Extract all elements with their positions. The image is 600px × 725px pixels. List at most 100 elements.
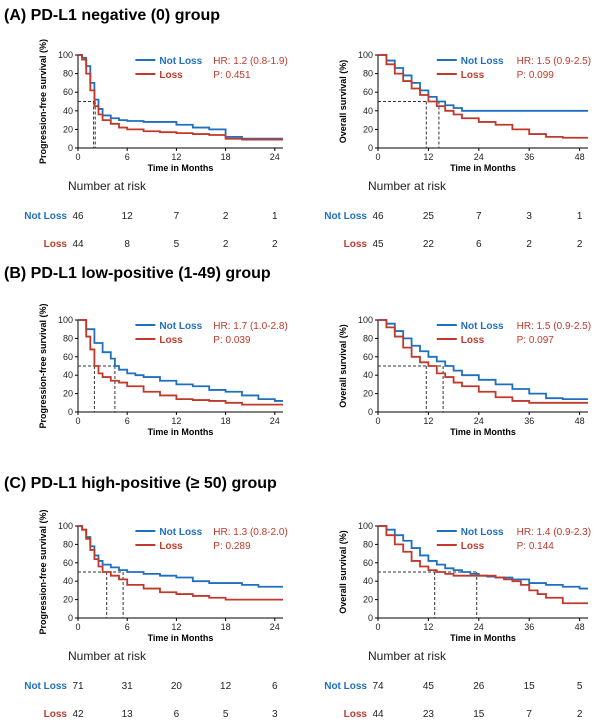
y-axis-label: Overall survival (%) <box>338 324 348 408</box>
y-tick-label: 60 <box>63 87 73 97</box>
y-tick-label: 40 <box>63 576 73 586</box>
p-value-text: P: 0.097 <box>517 335 555 346</box>
x-tick-label: 0 <box>375 622 380 632</box>
y-tick-label: 100 <box>58 521 73 531</box>
x-tick-label: 12 <box>171 152 181 162</box>
series-line-not-loss <box>78 319 283 402</box>
legend-label-not-loss: Not Loss <box>159 56 202 67</box>
risk-count-loss: 22 <box>423 239 435 250</box>
x-tick-label: 0 <box>75 416 80 426</box>
y-tick-label: 80 <box>63 333 73 343</box>
risk-count-not-loss: 25 <box>423 211 435 222</box>
x-axis-label: Time in Months <box>450 163 516 173</box>
y-tick-label: 40 <box>363 576 373 586</box>
x-tick-label: 24 <box>270 622 280 632</box>
risk-table-title: Number at risk <box>368 649 447 663</box>
y-tick-label: 0 <box>368 407 373 417</box>
x-axis-label: Time in Months <box>450 427 516 437</box>
x-tick-label: 48 <box>575 416 585 426</box>
legend-label-not-loss: Not Loss <box>461 527 504 538</box>
x-tick-label: 36 <box>524 622 534 632</box>
series-line-loss <box>78 54 283 141</box>
risk-count-not-loss: 46 <box>72 211 84 222</box>
series-line-loss <box>378 54 588 139</box>
risk-row-label-loss: Loss <box>44 709 68 720</box>
y-tick-label: 80 <box>363 539 373 549</box>
y-axis-label: Overall survival (%) <box>338 60 348 144</box>
risk-count-loss: 15 <box>473 709 485 720</box>
y-tick-label: 40 <box>363 370 373 380</box>
y-tick-label: 40 <box>363 106 373 116</box>
risk-count-not-loss: 71 <box>72 681 84 692</box>
risk-count-loss: 6 <box>476 239 482 250</box>
x-tick-label: 24 <box>474 622 484 632</box>
risk-row-label-loss: Loss <box>344 239 368 250</box>
y-tick-label: 60 <box>363 87 373 97</box>
risk-count-loss: 6 <box>174 709 180 720</box>
risk-count-not-loss: 5 <box>577 681 583 692</box>
legend-label-loss: Loss <box>159 541 183 552</box>
x-tick-label: 48 <box>575 622 585 632</box>
x-tick-label: 24 <box>474 416 484 426</box>
x-tick-label: 12 <box>423 416 433 426</box>
risk-table-title: Number at risk <box>68 649 147 663</box>
risk-count-not-loss: 12 <box>220 681 232 692</box>
risk-count-not-loss: 12 <box>122 211 134 222</box>
risk-count-not-loss: 7 <box>174 211 180 222</box>
series-line-not-loss <box>378 525 588 590</box>
panel-c-title: (C) PD-L1 high-positive (≥ 50) group <box>4 475 277 492</box>
y-tick-label: 100 <box>358 315 373 325</box>
x-tick-label: 24 <box>270 152 280 162</box>
legend-label-not-loss: Not Loss <box>461 321 504 332</box>
y-axis-label: Overall survival (%) <box>338 530 348 614</box>
x-tick-label: 0 <box>75 152 80 162</box>
x-tick-label: 18 <box>221 152 231 162</box>
x-tick-label: 6 <box>125 416 130 426</box>
risk-count-not-loss: 20 <box>171 681 183 692</box>
legend-label-loss: Loss <box>159 70 183 81</box>
risk-row-label-not-loss: Not Loss <box>324 211 367 222</box>
risk-count-loss: 2 <box>526 239 532 250</box>
x-tick-label: 24 <box>474 152 484 162</box>
series-line-loss <box>78 525 283 601</box>
risk-count-not-loss: 3 <box>526 211 532 222</box>
panel-b-title: (B) PD-L1 low-positive (1-49) group <box>4 265 271 282</box>
y-tick-label: 100 <box>58 50 73 60</box>
x-tick-label: 36 <box>524 152 534 162</box>
risk-count-loss: 2 <box>577 709 583 720</box>
risk-count-not-loss: 6 <box>272 681 278 692</box>
x-tick-label: 12 <box>423 152 433 162</box>
risk-count-loss: 23 <box>423 709 435 720</box>
p-value-text: P: 0.451 <box>213 70 251 81</box>
x-tick-label: 18 <box>221 416 231 426</box>
x-axis-label: Time in Months <box>148 163 214 173</box>
y-tick-label: 20 <box>363 124 373 134</box>
risk-count-loss: 5 <box>174 239 180 250</box>
risk-count-loss: 2 <box>223 239 229 250</box>
risk-count-loss: 44 <box>72 239 84 250</box>
y-tick-label: 0 <box>68 407 73 417</box>
y-tick-label: 20 <box>63 389 73 399</box>
y-tick-label: 80 <box>363 333 373 343</box>
x-tick-label: 36 <box>524 416 534 426</box>
legend-label-loss: Loss <box>461 335 485 346</box>
series-line-loss <box>78 319 283 406</box>
risk-row-label-loss: Loss <box>44 239 68 250</box>
x-axis-label: Time in Months <box>148 633 214 643</box>
series-line-loss <box>378 319 588 404</box>
x-tick-label: 6 <box>125 622 130 632</box>
y-tick-label: 100 <box>358 521 373 531</box>
risk-row-label-not-loss: Not Loss <box>24 681 67 692</box>
risk-table-title: Number at risk <box>68 179 147 193</box>
p-value-text: P: 0.144 <box>517 541 555 552</box>
risk-count-not-loss: 15 <box>524 681 536 692</box>
y-tick-label: 0 <box>68 143 73 153</box>
risk-count-not-loss: 26 <box>473 681 485 692</box>
km-plot-c-pfs: 0 20 40 60 80 100 0 6 12 18 24 Time in Months Progre… <box>24 509 288 720</box>
risk-count-not-loss: 1 <box>272 211 278 222</box>
y-tick-label: 20 <box>363 389 373 399</box>
y-axis-label: Progression-free survival (%) <box>38 509 48 634</box>
